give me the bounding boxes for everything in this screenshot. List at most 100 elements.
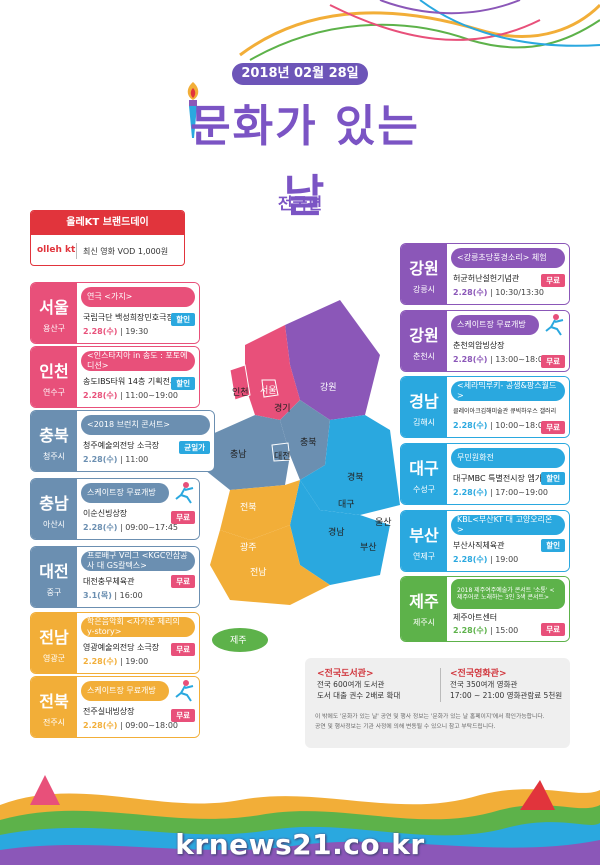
map-region-chungbuk	[280, 400, 330, 480]
divider	[440, 668, 441, 702]
event-time: 3.1(목) | 16:00	[83, 591, 143, 600]
kt-logo: olleh kt	[37, 245, 76, 255]
map-region-jeju	[212, 628, 268, 652]
divider	[76, 243, 77, 259]
event-card-incheon[interactable]: 인천 연수구 <인스타지아 in 송도 : 포토에디션> 송도IBS타워 14층 …	[30, 346, 200, 408]
map-region-gyeongnam	[290, 480, 390, 585]
footnote: 이 밖에도 '문화가 있는 날' 공연 및 행사 정보는 '문화가 있는 날 홈…	[315, 714, 545, 720]
event-venue: 전주실내빙상장	[83, 707, 135, 716]
map-region-gyeongbuk	[300, 415, 400, 515]
event-card-chungbuk[interactable]: 충북 청주시 <2018 브런치 콘서트> 청주예술의전당 소극장 2.28(수)…	[30, 410, 215, 472]
event-venue: 클레이아크김해미술관 큐빅하우스 갤러리	[453, 408, 557, 415]
price-badge: 균일가	[179, 441, 210, 454]
event-time: 2.28(수) | 09:00~18:00	[83, 721, 179, 730]
event-venue: 부산사직체육관	[453, 541, 505, 550]
event-title: <강릉초당풍경소리> 체험	[451, 248, 565, 268]
discount-badge: 할인	[171, 313, 195, 326]
event-time: 2.28(수) | 13:00~18:00	[453, 355, 549, 364]
map-label: 전북	[240, 502, 257, 513]
event-time: 2.28(수) | 19:30	[83, 327, 149, 336]
event-time: 2.28(수) | 11:00~19:00	[83, 391, 179, 400]
event-time: 2.28(수) | 10:00~18:00	[453, 421, 549, 430]
map-label: 대구	[338, 499, 355, 510]
event-card-chungnam[interactable]: 충남 아산시 스케이트장 무료개방 이순신빙상장 2.28(수) | 09:00~…	[30, 478, 200, 540]
event-card-jeonnam[interactable]: 전남 영광군 학은음악회 <자가운 제리의 y-story> 영광예술의전당 소극…	[30, 612, 200, 674]
map-region-incheon	[229, 364, 251, 401]
event-time: 2.28(수) | 17:00~19:00	[453, 488, 549, 497]
event-card-daejeon[interactable]: 대전 중구 프로배구 V리그 <KGC인삼공사 대 GS칼텍스> 대전충무체육관 …	[30, 546, 200, 608]
map-label: 경기	[274, 402, 291, 414]
map-label: 대전	[274, 451, 291, 462]
event-title: 학은음악회 <자가운 제리의 y-story>	[81, 617, 195, 637]
event-venue: 국립극단 백성희장민호극장	[83, 313, 174, 322]
event-title: <세라믹루키- 공생&팡스월드>	[451, 381, 565, 401]
page-title: 문화가 있는 날	[190, 101, 420, 222]
free-badge: 무료	[541, 623, 565, 636]
page-subtitle: 전국편	[277, 194, 323, 213]
info-box: <전국도서관> 전국 600여개 도서관 도서 대출 권수 2배로 확대 <전국…	[305, 658, 570, 748]
event-title: 연극 <가지>	[81, 287, 195, 307]
map-label: 경북	[347, 471, 364, 483]
map-region-chungnam	[205, 415, 290, 490]
skater-icon	[175, 482, 194, 504]
library-line: 전국 600여개 도서관	[317, 680, 385, 689]
event-venue: 영광예술의전당 소극장	[83, 643, 160, 652]
header-ribbon-decoration	[239, 0, 600, 61]
map-label: 전남	[250, 567, 267, 578]
free-badge: 무료	[541, 355, 565, 368]
korea-map: 인천 서울 경기 강원 충남 대전 충북 경북 대구 울산 경남 부산 전북 광…	[205, 300, 400, 652]
map-label: 부산	[360, 542, 377, 553]
event-card-jeonbuk[interactable]: 전북 전주시 스케이트장 무료개방 전주실내빙상장 2.28(수) | 09:00…	[30, 676, 200, 738]
map-label: 충남	[230, 449, 247, 460]
map-label: 서울	[260, 385, 277, 396]
event-venue: 대구MBC 특별전시장 엠가	[453, 474, 543, 483]
free-badge: 무료	[541, 274, 565, 287]
map-label: 광주	[240, 541, 257, 553]
date-badge: 2018년 02월 28일	[232, 63, 368, 85]
event-card-gimhae[interactable]: 경남 김해시 <세라믹루키- 공생&팡스월드> 클레이아크김해미술관 큐빅하우스 …	[400, 376, 570, 438]
event-title: 프로배구 V리그 <KGC인삼공사 대 GS칼텍스>	[81, 551, 195, 571]
library-line: 도서 대출 권수 2배로 확대	[317, 691, 401, 700]
event-title: <인스타지아 in 송도 : 포토에디션>	[81, 351, 195, 371]
event-card-seoul[interactable]: 서울 용산구 연극 <가지> 국립극단 백성희장민호극장 2.28(수) | 19…	[30, 282, 200, 344]
map-region-gyeonggi	[245, 325, 300, 420]
event-time: 2.28(수) | 19:00	[83, 657, 149, 666]
free-badge: 무료	[171, 709, 195, 722]
map-region-jeonbuk	[220, 480, 300, 540]
map-label: 제주	[230, 635, 247, 646]
event-venue: 청주예술의전당 소극장	[83, 441, 160, 450]
cinema-heading: <전국영화관>	[450, 669, 507, 679]
event-title: 스케이트장 무료개방	[81, 483, 169, 503]
map-region-jeonnam	[210, 525, 330, 605]
event-card-busan[interactable]: 부산 연제구 KBL<부산KT 대 고양오리온> 부산사직체육관 2.28(수) …	[400, 510, 570, 572]
map-label: 경남	[328, 526, 345, 538]
event-time: 2.28(수) | 09:00~17:45	[83, 523, 179, 532]
footnote: 공연 및 행사정보는 기관 사정에 의해 변동될 수 있으니 참고 부탁드립니다…	[315, 724, 496, 730]
event-time: 2.28(수) | 10:30/13:30	[453, 288, 545, 297]
event-card-daegu[interactable]: 대구 수성구 무민원화전 대구MBC 특별전시장 엠가 2.28(수) | 17:…	[400, 443, 570, 505]
discount-badge: 할인	[171, 377, 195, 390]
cinema-line: 17:00 ~ 21:00 영화관람료 5천원	[450, 691, 563, 700]
event-venue: 이순신빙상장	[83, 509, 128, 518]
footer-wave-decoration	[0, 775, 600, 865]
event-title: 스케이트장 무료개방	[451, 315, 539, 335]
free-badge: 무료	[171, 511, 195, 524]
event-venue: 허균허난설헌기념관	[453, 274, 520, 283]
library-heading: <전국도서관>	[317, 669, 374, 679]
kt-offer-text: 최신 영화 VOD 1,000원	[83, 247, 169, 256]
event-venue: 송도IBS타워 14층 기획전시실	[83, 377, 185, 386]
kt-heading: 올레KT 브랜드데이	[31, 211, 184, 235]
event-title: KBL<부산KT 대 고양오리온>	[451, 515, 565, 535]
discount-badge: 할인	[541, 539, 565, 552]
event-venue: 대전충무체육관	[83, 577, 135, 586]
event-title: 무민원화전	[451, 448, 565, 468]
event-card-gangneung[interactable]: 강원 강릉시 <강릉초당풍경소리> 체험 허균허난설헌기념관 2.28(수) | …	[400, 243, 570, 305]
watermark: krnews21.co.kr	[175, 828, 425, 861]
skater-icon	[545, 314, 564, 336]
event-card-jeju[interactable]: 제주 제주시 2018 제주여주예술가 콘서트 '소통' <제주어로 노래하는 3…	[400, 576, 570, 642]
kt-brandday-box: 올레KT 브랜드데이 olleh kt 최신 영화 VOD 1,000원	[30, 210, 185, 266]
event-time: 2.28(수) | 15:00	[453, 626, 519, 635]
event-card-chuncheon[interactable]: 강원 춘천시 스케이트장 무료개방 춘천의암빙상장 2.28(수) | 13:00…	[400, 310, 570, 372]
free-badge: 무료	[171, 643, 195, 656]
map-label: 울산	[375, 517, 392, 528]
